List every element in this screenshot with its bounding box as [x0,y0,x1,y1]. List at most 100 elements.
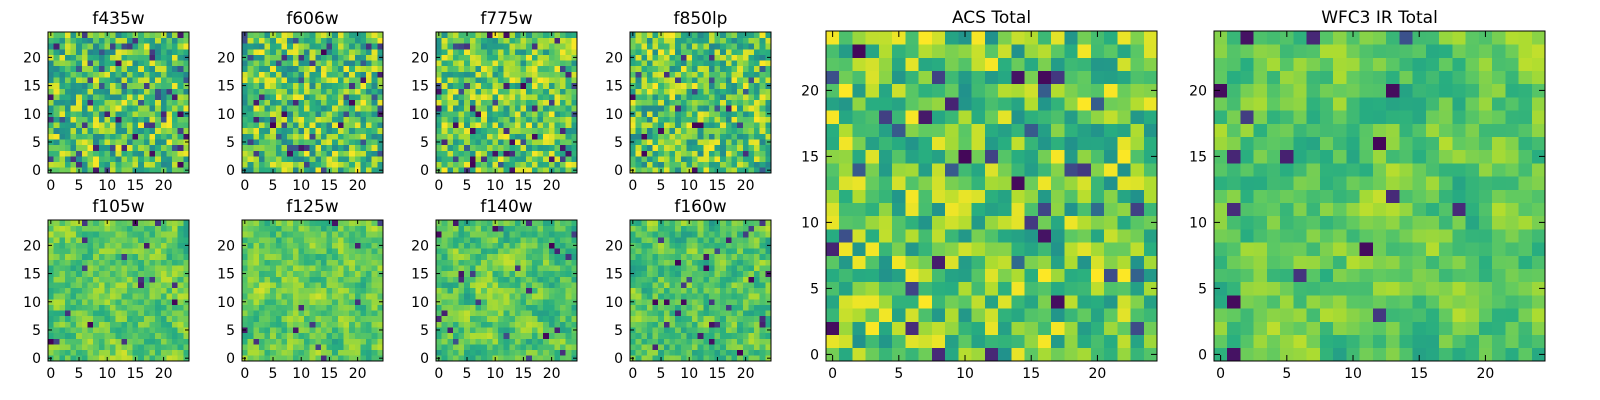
heatmap-cell [177,231,184,238]
heatmap-cell [669,167,676,174]
heatmap-cell [132,144,139,151]
heatmap-cell [360,298,367,305]
heatmap-cell [436,338,442,345]
heatmap-cell [320,248,327,255]
heatmap-cell [172,32,179,38]
heatmap-cell [70,310,77,317]
heatmap-cell [731,276,738,283]
heatmap-cell [436,94,442,101]
heatmap-cell [309,48,316,55]
heatmap-cell [138,276,145,283]
heatmap-cell [492,242,499,249]
heatmap-cell [537,88,544,95]
heatmap-cell [675,161,682,168]
heatmap-cell [349,225,356,232]
heatmap-cell [714,349,721,356]
heatmap-cell [183,304,190,311]
heatmap-cell [692,293,699,300]
heatmap-cell [720,270,727,277]
heatmap-cell [177,355,184,362]
heatmap-cell [166,48,173,55]
heatmap-cell [492,133,499,140]
heatmap-cell [441,54,448,61]
heatmap-cell [371,144,378,151]
heatmap-cell [697,304,704,311]
heatmap-cell [498,270,505,277]
heatmap-cell [281,259,288,266]
heatmap-cell [320,161,327,168]
heatmap-cell [98,48,105,55]
heatmap-cell [315,105,322,112]
heatmap-cell [571,304,578,311]
heatmap-cell [548,71,555,78]
heatmap-cell [337,105,344,112]
heatmap-cell [492,231,499,238]
heatmap-cell [309,270,316,277]
heatmap-cell [349,344,356,351]
heatmap-cell [343,133,350,140]
heatmap-cell [498,298,505,305]
heatmap-cell [343,253,350,260]
heatmap-cell [354,43,361,50]
heatmap-cell [514,37,521,44]
heatmap-cell [663,60,670,67]
heatmap-cell [531,332,538,339]
heatmap-cell [680,349,687,356]
heatmap-cell [554,344,561,351]
heatmap-cell [708,77,715,84]
heatmap-cell [126,71,133,78]
heatmap-cell [543,54,550,61]
heatmap-cell [337,60,344,67]
heatmap-cell [247,99,254,106]
heatmap-cell [714,37,721,44]
heatmap-cell [765,156,772,163]
heatmap-cell [571,144,578,151]
heatmap-cell [98,282,105,289]
heatmap-cell [543,304,550,311]
heatmap-cell [48,133,54,140]
heatmap-cell [436,127,442,134]
x-tick-label: 5 [75,178,84,194]
heatmap-cell [70,282,77,289]
heatmap-cell [731,156,738,163]
heatmap-cell [315,248,322,255]
heatmap-cell [143,37,150,44]
heatmap-cell [138,332,145,339]
heatmap-cell [509,327,516,334]
heatmap-cell [486,77,493,84]
heatmap-cell [149,133,156,140]
heatmap-cell [247,94,254,101]
heatmap-cell [475,287,482,294]
heatmap-cell [64,304,71,311]
heatmap-cell [64,32,71,38]
heatmap-cell [343,94,350,101]
heatmap-cell [177,32,184,38]
heatmap-cell [754,282,761,289]
heatmap-cell [253,150,260,157]
heatmap-cell [725,60,732,67]
heatmap-cell [126,133,133,140]
heatmap-cell [149,236,156,243]
heatmap-cell [172,60,179,67]
heatmap-cell [48,94,54,101]
heatmap-cell [281,161,288,168]
heatmap-cell [98,276,105,283]
heatmap-cell [371,332,378,339]
heatmap-cell [98,60,105,67]
heatmap-cell [104,37,111,44]
x-tick-label: 20 [155,366,173,382]
y-tick-label: 10 [23,107,41,123]
heatmap-cell [70,298,77,305]
heatmap-cell [247,37,254,44]
heatmap-cell [697,43,704,50]
heatmap-cell [486,310,493,317]
heatmap-cell [292,253,299,260]
heatmap-cell [53,127,60,134]
x-tick-label: 5 [75,366,84,382]
heatmap-cell [349,321,356,328]
heatmap-cell [452,282,459,289]
heatmap-cell [354,349,361,356]
heatmap-cell [554,43,561,50]
heatmap-cell [377,287,384,294]
heatmap-cell [64,99,71,106]
